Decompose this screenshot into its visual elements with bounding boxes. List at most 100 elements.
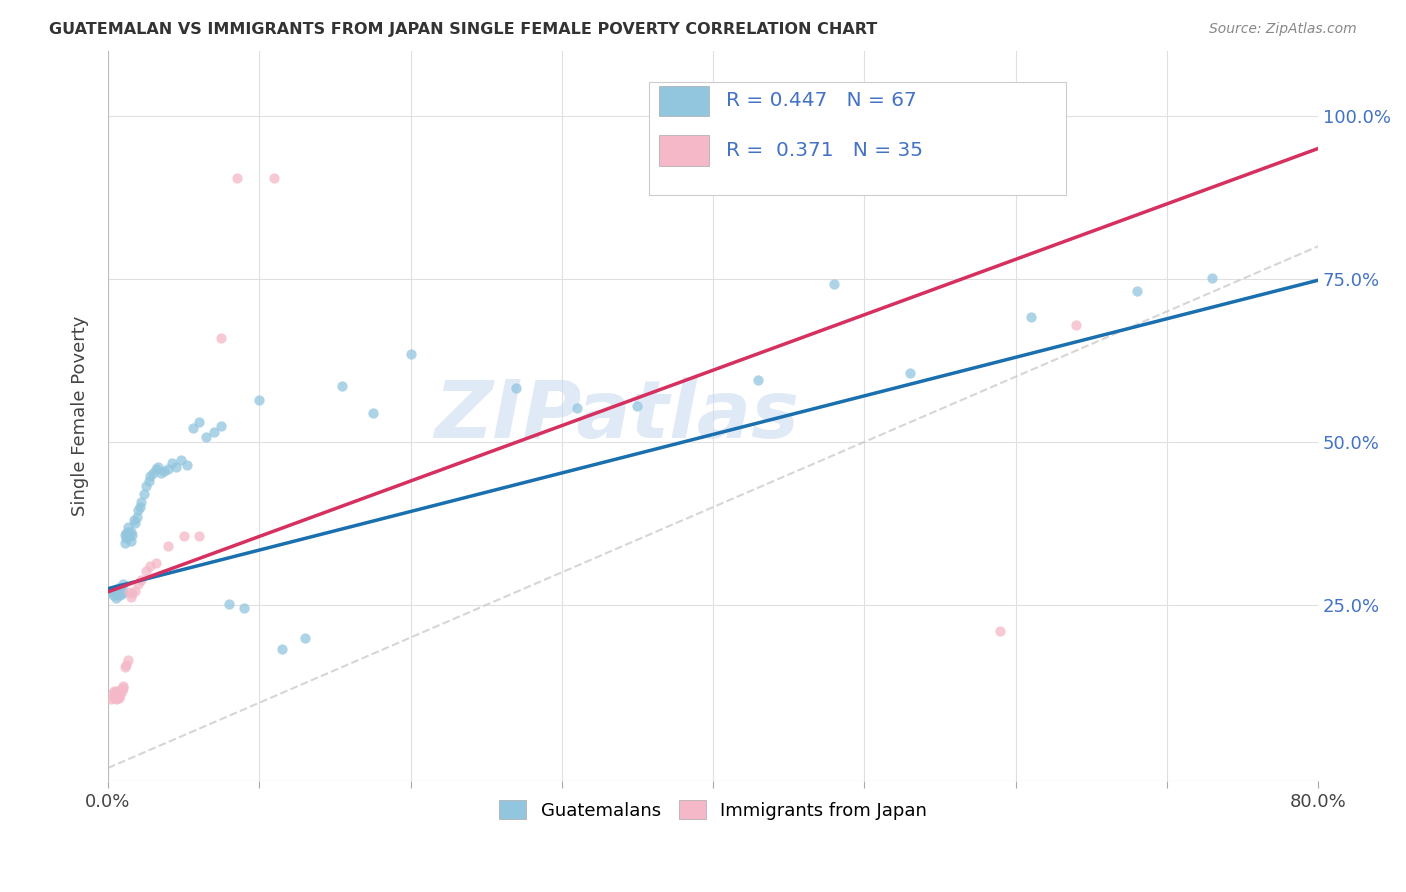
Point bbox=[103, 690, 125, 705]
Point bbox=[135, 479, 157, 493]
Point bbox=[105, 690, 128, 705]
Point bbox=[112, 586, 135, 600]
Point bbox=[181, 420, 204, 434]
Point bbox=[1019, 310, 1042, 324]
Point bbox=[110, 585, 132, 599]
Point bbox=[127, 577, 149, 591]
Point bbox=[100, 692, 122, 706]
Point bbox=[263, 170, 285, 185]
Point bbox=[898, 367, 921, 381]
Text: R =  0.371   N = 35: R = 0.371 N = 35 bbox=[727, 141, 924, 160]
Point bbox=[120, 524, 142, 539]
Point bbox=[117, 524, 139, 539]
Point bbox=[505, 381, 527, 395]
Point bbox=[127, 503, 149, 517]
Point bbox=[100, 585, 122, 599]
Text: R = 0.447   N = 67: R = 0.447 N = 67 bbox=[727, 91, 917, 110]
Point bbox=[399, 347, 422, 361]
Point bbox=[112, 577, 135, 591]
Point bbox=[626, 399, 648, 413]
Point bbox=[153, 464, 176, 478]
Point bbox=[202, 425, 225, 439]
Point bbox=[101, 588, 124, 602]
Point bbox=[104, 686, 127, 700]
Point bbox=[139, 468, 162, 483]
Point bbox=[225, 170, 247, 185]
Point bbox=[103, 684, 125, 698]
Point bbox=[1064, 318, 1087, 332]
Point bbox=[169, 453, 191, 467]
Point bbox=[105, 684, 128, 698]
Point bbox=[108, 688, 131, 702]
Point bbox=[142, 467, 165, 481]
Point bbox=[117, 519, 139, 533]
Point bbox=[112, 680, 135, 694]
Point bbox=[145, 462, 167, 476]
Point bbox=[117, 653, 139, 667]
Point bbox=[209, 418, 232, 433]
Point bbox=[195, 430, 218, 444]
Text: Source: ZipAtlas.com: Source: ZipAtlas.com bbox=[1209, 22, 1357, 37]
Point bbox=[128, 500, 150, 515]
Point bbox=[114, 660, 136, 674]
Point bbox=[990, 624, 1012, 638]
Point bbox=[565, 401, 588, 415]
Point bbox=[187, 529, 209, 543]
Point bbox=[118, 529, 141, 543]
Point bbox=[187, 415, 209, 429]
Bar bbox=[658, 136, 710, 166]
Point bbox=[115, 532, 138, 546]
Point bbox=[209, 330, 232, 344]
Point bbox=[105, 588, 128, 602]
Point bbox=[129, 573, 152, 587]
Text: GUATEMALAN VS IMMIGRANTS FROM JAPAN SINGLE FEMALE POVERTY CORRELATION CHART: GUATEMALAN VS IMMIGRANTS FROM JAPAN SING… bbox=[49, 22, 877, 37]
Point bbox=[135, 564, 157, 578]
Point bbox=[104, 582, 127, 596]
Point bbox=[823, 277, 845, 292]
Point bbox=[176, 458, 198, 472]
Point bbox=[110, 582, 132, 596]
Point bbox=[121, 527, 143, 541]
Point bbox=[1201, 270, 1223, 285]
Point bbox=[101, 686, 124, 700]
Point bbox=[247, 392, 270, 407]
Legend: Guatemalans, Immigrants from Japan: Guatemalans, Immigrants from Japan bbox=[492, 793, 935, 827]
Point bbox=[160, 456, 183, 470]
Point bbox=[108, 682, 131, 697]
Point bbox=[361, 406, 384, 420]
Point bbox=[108, 580, 131, 594]
Point bbox=[157, 539, 180, 553]
Point bbox=[107, 583, 129, 598]
Point bbox=[125, 509, 148, 524]
Point bbox=[149, 467, 172, 481]
Point bbox=[173, 529, 195, 543]
Point bbox=[138, 474, 160, 488]
Point bbox=[332, 379, 354, 393]
Point bbox=[107, 690, 129, 705]
Point bbox=[1125, 284, 1147, 298]
Point bbox=[122, 513, 145, 527]
Point bbox=[107, 686, 129, 700]
Point bbox=[112, 681, 135, 696]
Point bbox=[124, 583, 146, 598]
Point bbox=[139, 558, 162, 573]
FancyBboxPatch shape bbox=[650, 82, 1066, 195]
Point bbox=[271, 642, 294, 657]
Point bbox=[129, 495, 152, 509]
Point bbox=[233, 601, 256, 615]
Point bbox=[120, 590, 142, 604]
Point bbox=[104, 591, 127, 606]
Point bbox=[107, 586, 129, 600]
Point bbox=[120, 534, 142, 549]
Point bbox=[115, 526, 138, 541]
Point bbox=[115, 657, 138, 672]
Point bbox=[114, 527, 136, 541]
Point bbox=[218, 597, 240, 611]
Point bbox=[104, 692, 127, 706]
Point bbox=[145, 556, 167, 570]
Y-axis label: Single Female Poverty: Single Female Poverty bbox=[72, 316, 89, 516]
Point bbox=[146, 459, 169, 474]
Point bbox=[108, 588, 131, 602]
Point bbox=[294, 631, 316, 645]
Point bbox=[747, 373, 769, 387]
